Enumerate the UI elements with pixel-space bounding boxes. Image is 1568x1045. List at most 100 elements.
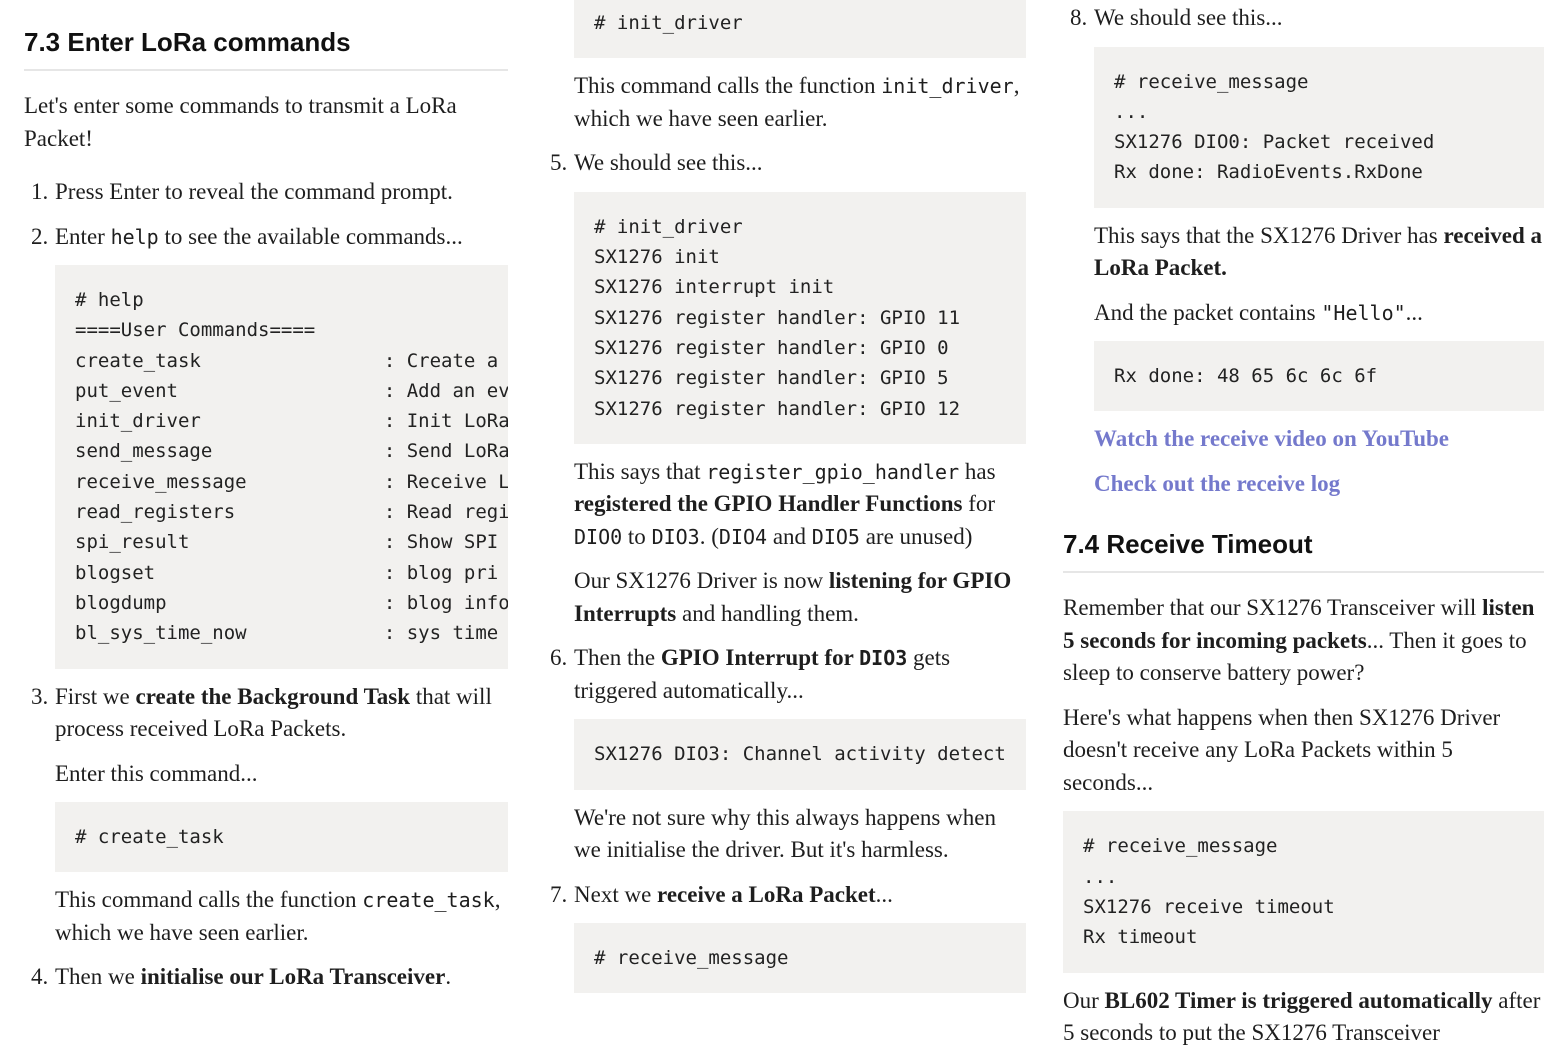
text: And the packet contains [1094,299,1322,325]
paragraph: Remember that our SX1276 Transceiver wil… [1063,592,1544,690]
text: Our [1063,987,1105,1013]
text: Then the [574,645,661,671]
code-line: SX1276 DIO0: Packet received [1114,131,1435,154]
code-block: Rx done: 48 65 6c 6c 6f [1094,341,1544,412]
bold-text: listen 5 seconds for incoming packets [1063,595,1535,653]
text: , which we have seen earlier. [55,887,501,945]
code-block: # receive_message... SX1276 DIO0: Packet … [1094,46,1544,208]
list-item: 8. We should see this... [1070,2,1544,35]
list-item: 4. Then we initialise our LoRa Transceive… [31,961,508,994]
text: Our SX1276 Driver is now [574,568,829,594]
paragraph: Watch the receive video on YouTube [1094,423,1544,456]
inline-code: DIO0 [574,524,623,549]
inline-code: register_gpio_handler [706,459,960,484]
paragraph: We're not sure why this always happens w… [574,802,1026,867]
paragraph: Here's what happens when then SX1276 Dri… [1063,702,1544,800]
list-item: 1. Press Enter to reveal the command prom… [31,176,508,209]
text: This command calls the function [55,887,363,913]
paragraph: Let's enter some commands to transmit a … [24,90,508,155]
bold-inline-code: DIO3 [859,646,908,671]
link[interactable]: Watch the receive video on YouTube [1094,426,1450,452]
list-item: 6. Then the GPIO Interrupt for DIO3 gets … [550,642,1026,707]
list-number: 4. [31,964,49,990]
column-2: # init_driver This command calls the func… [543,0,1026,1035]
column-1: 7.3 Enter LoRa commands Let's enter some … [24,25,508,1045]
paragraph: Our SX1276 Driver is now listening for G… [574,565,1026,630]
text: to see the available commands... [158,223,463,249]
bold-text: initialise our LoRa Transceiver [140,964,446,990]
text: Press Enter to reveal the command prompt… [55,179,453,204]
text: and [767,523,812,549]
list-number: 3. [31,683,49,709]
heading-divider [24,69,508,71]
text: are unused) [859,523,973,549]
inline-code: "Hello" [1321,300,1406,325]
text: ... Then it goes to sleep to conserve ba… [1063,627,1527,686]
text: gets triggered automatically... [574,645,951,703]
code-line: init_driver : Init LoRa [75,410,508,433]
list-number: 5. [550,150,568,176]
code-line: Rx timeout [1083,926,1198,949]
code-line: send_message : Send LoRa [75,440,508,463]
text: First we [55,683,136,709]
code-block: SX1276 DIO3: Channel activity detect [574,719,1026,790]
bold-text: listening for GPIO Interrupts [574,568,1012,626]
code-line: SX1276 interrupt init [594,276,835,299]
bold-text: receive a LoRa Packet [657,881,876,907]
inline-code: init_driver [881,74,1014,99]
code-line: receive_message : Receive L [75,470,508,493]
text: , which we have seen earlier. [574,73,1020,131]
paragraph: This says that register_gpio_handler has… [574,456,1026,554]
paragraph: This says that the SX1276 Driver has rec… [1094,220,1544,285]
paragraph: Enter this command... [55,758,508,791]
text: Next we [574,881,658,907]
text: This says that [574,458,707,484]
code-line: SX1276 register handler: GPIO 5 [594,367,949,390]
text: Then we [55,964,141,990]
code-line: # help [75,289,144,311]
text: This says that the SX1276 Driver has [1094,222,1444,248]
text: after 5 seconds to put the SX1276 Transc… [1063,987,1541,1045]
text: Enter [55,223,111,249]
heading-title: 7.4 Receive Timeout [1063,529,1313,560]
bold-text: registered the GPIO Handler Functions [574,491,963,517]
code-line: read_registers : Read regi [75,501,508,524]
code-block: # create_task [55,802,508,873]
inline-code: help [110,224,159,249]
text: ... [1405,299,1423,325]
list-number: 2. [31,223,49,249]
list-item: 7. Next we receive a LoRa Packet... [550,879,1026,912]
text: that will process received LoRa Packets. [55,683,492,742]
text: Let's enter some commands to transmit a … [24,93,457,151]
code-line: # receive_message [594,947,789,970]
paragraph: This command calls the function init_dri… [574,70,1026,135]
code-line: # init_driver [594,12,743,34]
bold-text: GPIO Interrupt for [660,645,860,671]
link[interactable]: Check out the receive log [1094,470,1341,496]
list-number: 1. [31,179,49,204]
code-line: Rx done: 48 65 6c 6c 6f [1114,365,1378,388]
column-3: 8. We should see this... # receive_message… [1063,2,1544,1045]
list-item: 2. Enter help to see the available comman… [31,221,508,254]
code-block: # init_driver [574,0,1026,59]
code-line: put_event : Add an ev [75,379,508,402]
text: We're not sure why this always happens w… [574,804,996,863]
code-line: SX1276 init [594,246,720,269]
code-line: SX1276 register handler: GPIO 11 [594,306,961,329]
code-line: # receive_message [1083,835,1278,858]
code-block: # help ====User Commands==== create_task :… [55,265,508,669]
text: Remember that our SX1276 Transceiver wil… [1063,595,1483,621]
code-line: bl_sys_time_now : sys time [75,622,499,645]
code-line: ... [1083,865,1118,888]
heading-title: 7.3 Enter LoRa commands [24,27,351,57]
code-line: SX1276 register handler: GPIO 12 [594,397,961,420]
list-number: 7. [550,881,568,907]
paragraph: This command calls the function create_t… [55,884,508,949]
list-number: 8. [1070,5,1088,30]
code-line: # init_driver [594,215,743,238]
inline-code: DIO4 [718,524,768,549]
section-heading: 7.3 Enter LoRa commands [24,25,508,71]
code-line: ====User Commands==== [75,319,316,342]
code-line: # create_task [75,826,224,849]
text: This command calls the function [574,73,882,99]
